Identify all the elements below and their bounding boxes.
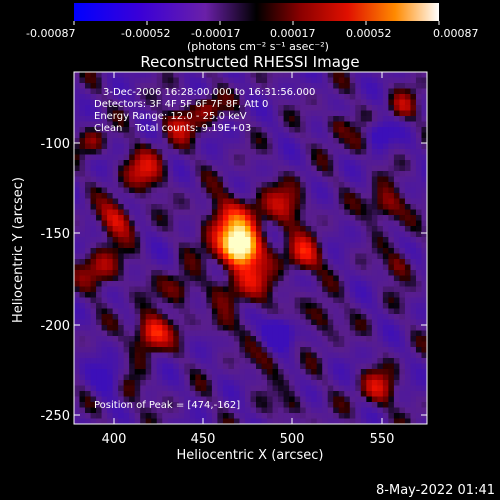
y-axis-label: Heliocentric Y (arcsec): [11, 177, 26, 323]
colorbar-ticks: [73, 21, 440, 25]
footer-timestamp: 8-May-2022 01:41: [376, 483, 495, 498]
annotation-clean: Clean Total counts: 9.19E+03: [94, 123, 251, 134]
x-axis-label: Heliocentric X (arcsec): [177, 448, 324, 463]
y-tick-label: -250: [40, 409, 70, 424]
colorbar-tick-label: 0.00087: [433, 27, 479, 40]
y-tick-label: -100: [40, 137, 70, 152]
y-tick-label: -200: [40, 319, 70, 334]
colorbar: [74, 3, 439, 21]
colorbar-tick-label: -0.00087: [26, 27, 75, 40]
annotation-detectors: Detectors: 3F 4F 5F 6F 7F 8F, Att 0: [94, 99, 268, 110]
colorbar-unit-label: (photons cm⁻² s⁻¹ asec⁻²): [187, 40, 329, 53]
annotation-peak-position: Position of Peak = [474,-162]: [94, 400, 240, 411]
plot-title: Reconstructed RHESSI Image: [140, 53, 359, 71]
x-tick-label: 500: [280, 432, 305, 447]
x-tick-label: 450: [191, 432, 216, 447]
y-tick-label: -150: [40, 227, 70, 242]
x-tick-label: 400: [102, 432, 127, 447]
rhessi-image: [74, 72, 427, 424]
colorbar-tick-label: 0.00052: [346, 27, 392, 40]
x-tick-label: 550: [370, 432, 395, 447]
axis-ticks: [74, 72, 427, 424]
colorbar-tick-label: -0.00052: [121, 27, 170, 40]
annotation-time-range: 3-Dec-2006 16:28:00.000 to 16:31:56.000: [103, 87, 315, 98]
annotation-energy-range: Energy Range: 12.0 - 25.0 keV: [94, 111, 247, 122]
colorbar-tick-label: -0.00017: [191, 27, 240, 40]
plot-frame: [73, 71, 428, 425]
colorbar-tick-label: 0.00017: [270, 27, 316, 40]
